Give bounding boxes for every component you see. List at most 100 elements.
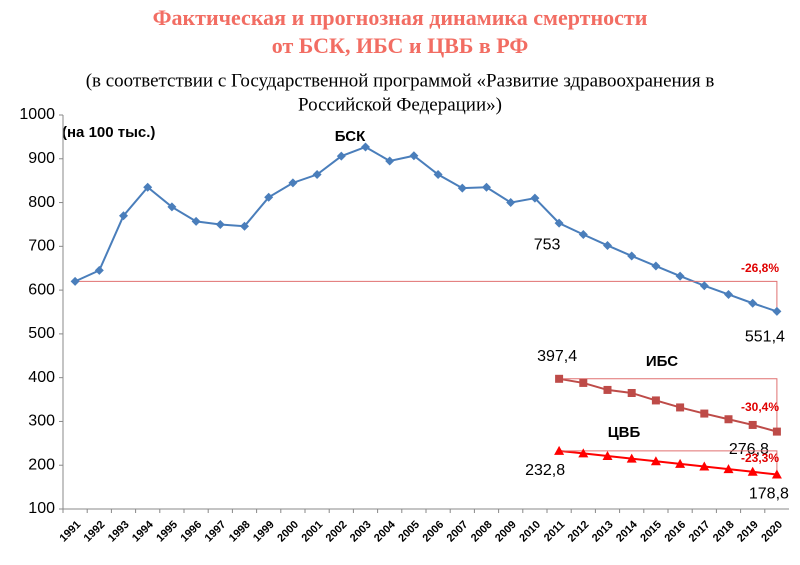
marker — [555, 374, 564, 383]
x-tick-label: 2007 — [445, 519, 471, 545]
marker — [457, 183, 467, 193]
marker — [385, 156, 395, 166]
x-tick-label: 2020 — [759, 519, 785, 545]
x-tick-label: 2013 — [590, 519, 616, 545]
y-tick-label: 300 — [28, 413, 55, 430]
value-label: 397,4 — [537, 348, 577, 365]
y-tick-label: 800 — [28, 194, 55, 211]
y-tick-label: 200 — [28, 456, 55, 473]
marker — [651, 261, 661, 271]
chart-title: Фактическая и прогнозная динамика смертн… — [153, 5, 648, 30]
unit-label: (на 100 тыс.) — [62, 124, 155, 141]
marker — [361, 142, 370, 152]
marker — [215, 219, 225, 229]
marker — [578, 230, 588, 240]
x-tick-label: 2015 — [638, 519, 664, 545]
marker — [675, 271, 685, 281]
marker — [70, 276, 80, 286]
marker — [603, 385, 612, 394]
subtitle: (в соответствии с Государственной програ… — [86, 70, 715, 91]
marker — [191, 216, 201, 226]
x-tick-label: 1992 — [82, 519, 108, 545]
marker — [723, 464, 734, 474]
x-tick-label: 1994 — [130, 518, 156, 544]
marker — [724, 415, 733, 424]
x-tick-label: 1993 — [106, 519, 132, 545]
marker — [579, 378, 588, 387]
marker — [700, 409, 709, 418]
marker — [772, 427, 781, 436]
marker — [143, 182, 153, 192]
marker — [336, 151, 346, 161]
marker — [554, 445, 565, 455]
marker — [240, 221, 249, 231]
change-bracket — [559, 450, 778, 475]
marker — [771, 469, 782, 479]
y-tick-label: 100 — [28, 500, 55, 517]
marker — [626, 453, 637, 463]
series-name: ЦВБ — [608, 424, 641, 441]
y-tick-label: 1000 — [19, 106, 55, 123]
value-label: 232,8 — [525, 462, 565, 479]
y-tick-label: 900 — [28, 150, 55, 167]
marker — [650, 456, 661, 466]
marker — [264, 192, 274, 202]
subtitle: Российской Федерации») — [298, 94, 502, 115]
marker — [675, 458, 686, 468]
value-label: 753 — [534, 236, 561, 253]
change-label: -23,3% — [741, 451, 779, 465]
x-tick-label: 2002 — [324, 519, 350, 545]
marker — [530, 193, 540, 203]
marker — [747, 466, 758, 476]
x-tick-label: 2019 — [735, 519, 761, 545]
marker — [699, 461, 710, 471]
change-bracket — [75, 280, 778, 312]
x-tick-label: 2008 — [469, 519, 495, 545]
x-tick-label: 2004 — [372, 518, 398, 544]
value-label: 551,4 — [745, 329, 785, 346]
marker — [506, 198, 516, 208]
marker — [627, 251, 637, 261]
x-tick-label: 2018 — [711, 519, 737, 545]
marker — [748, 298, 758, 308]
x-tick-label: 2001 — [299, 519, 325, 545]
marker — [748, 420, 757, 429]
change-label: -26,8% — [741, 261, 779, 275]
y-tick-label: 700 — [28, 238, 55, 255]
marker — [94, 265, 104, 275]
series-line — [74, 145, 778, 313]
change-label: -30,4% — [741, 400, 779, 414]
value-label: 276,8 — [729, 441, 769, 458]
value-label: 178,8 — [749, 486, 789, 503]
x-tick-label: 2010 — [517, 519, 543, 545]
x-tick-label: 2011 — [542, 519, 567, 544]
marker — [603, 240, 612, 250]
y-tick-label: 500 — [28, 325, 55, 342]
chart-title: от БСК, ИБС и ЦВБ в РФ — [272, 33, 529, 58]
y-tick-label: 400 — [28, 369, 55, 386]
marker — [167, 202, 177, 212]
marker — [651, 396, 660, 405]
marker — [602, 451, 613, 461]
marker — [772, 306, 782, 316]
x-tick-label: 2012 — [566, 519, 592, 545]
x-tick-label: 2017 — [687, 519, 713, 545]
x-tick-label: 1999 — [251, 519, 277, 545]
marker — [724, 289, 733, 299]
x-tick-label: 1997 — [203, 519, 229, 545]
series-line — [558, 449, 778, 476]
x-tick-label: 2014 — [614, 518, 640, 544]
marker — [119, 211, 128, 221]
x-tick-label: 2016 — [662, 519, 688, 545]
x-tick-label: 1996 — [178, 519, 204, 545]
marker — [699, 281, 709, 291]
change-bracket — [559, 378, 778, 432]
x-tick-label: 2005 — [396, 519, 422, 545]
marker — [578, 448, 589, 458]
x-tick-label: 2009 — [493, 519, 519, 545]
marker — [554, 218, 564, 228]
y-tick-label: 600 — [28, 281, 55, 298]
marker — [312, 170, 322, 180]
series-name: ИБС — [646, 353, 678, 370]
